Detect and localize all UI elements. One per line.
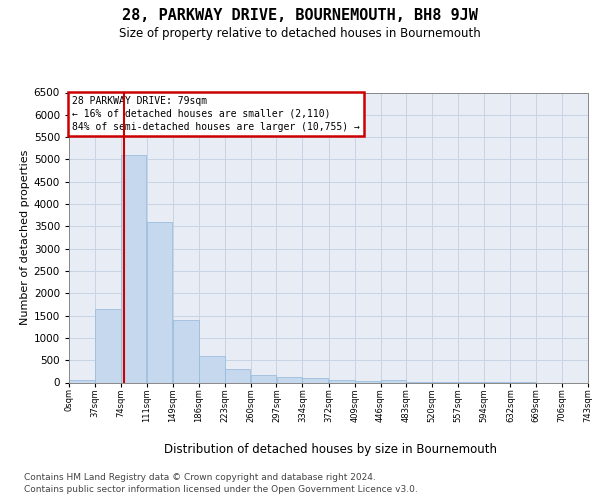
Bar: [121, 155, 146, 382]
Bar: [225, 369, 250, 382]
Text: Size of property relative to detached houses in Bournemouth: Size of property relative to detached ho…: [119, 28, 481, 40]
Bar: [173, 320, 199, 382]
Bar: [381, 380, 406, 382]
Text: Distribution of detached houses by size in Bournemouth: Distribution of detached houses by size …: [163, 442, 497, 456]
Text: 28, PARKWAY DRIVE, BOURNEMOUTH, BH8 9JW: 28, PARKWAY DRIVE, BOURNEMOUTH, BH8 9JW: [122, 8, 478, 22]
Bar: [199, 356, 224, 382]
Text: 28 PARKWAY DRIVE: 79sqm
← 16% of detached houses are smaller (2,110)
84% of semi: 28 PARKWAY DRIVE: 79sqm ← 16% of detache…: [72, 96, 359, 132]
Bar: [69, 380, 95, 382]
Bar: [147, 222, 172, 382]
Y-axis label: Number of detached properties: Number of detached properties: [20, 150, 29, 325]
Bar: [329, 380, 355, 382]
Text: Contains HM Land Registry data © Crown copyright and database right 2024.: Contains HM Land Registry data © Crown c…: [24, 472, 376, 482]
Bar: [251, 375, 276, 382]
Text: Contains public sector information licensed under the Open Government Licence v3: Contains public sector information licen…: [24, 485, 418, 494]
Bar: [277, 376, 302, 382]
Bar: [95, 309, 121, 382]
Bar: [302, 378, 328, 382]
